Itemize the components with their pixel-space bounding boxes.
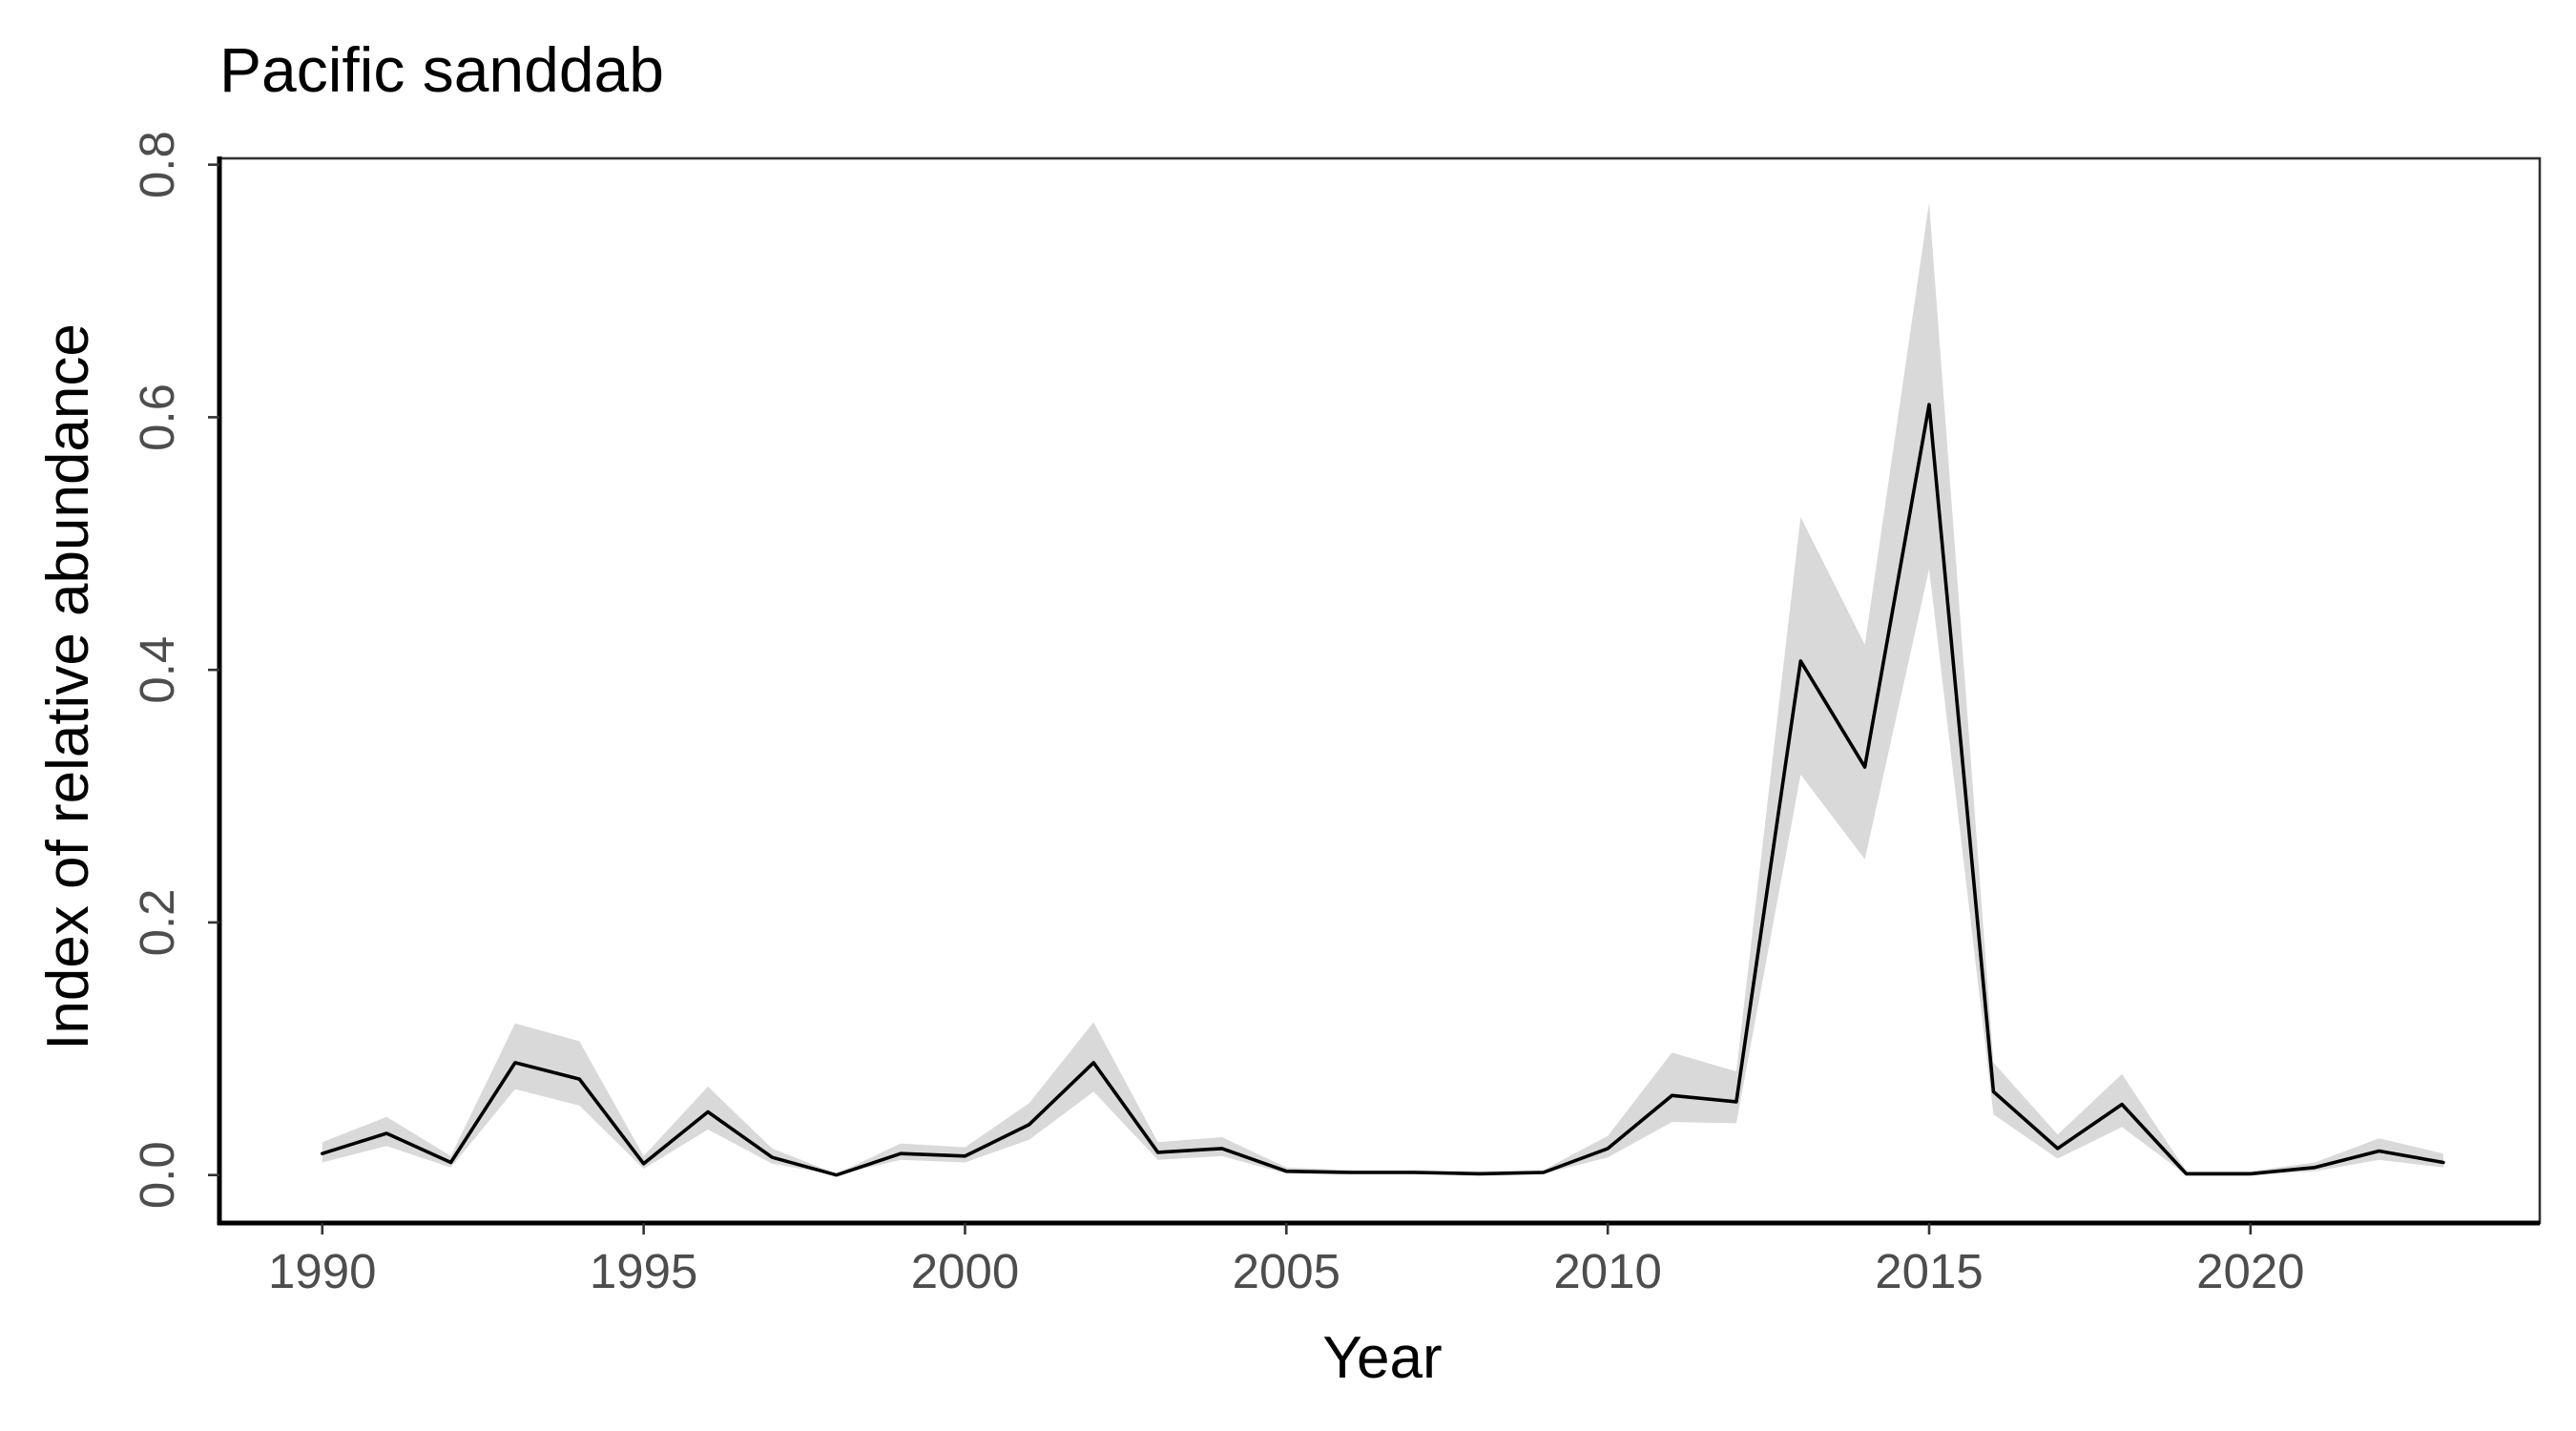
x-tick-label: 1995 xyxy=(590,1244,697,1298)
x-tick-label: 2000 xyxy=(911,1244,1019,1298)
y-tick-label: 0.4 xyxy=(130,636,184,704)
x-tick-label: 2010 xyxy=(1553,1244,1661,1298)
x-tick-label: 2005 xyxy=(1233,1244,1340,1298)
y-tick-label: 0.0 xyxy=(130,1141,184,1209)
y-axis-label: Index of relative abundance xyxy=(35,323,101,1050)
y-tick-label: 0.2 xyxy=(130,888,184,956)
x-tick-label: 2015 xyxy=(1875,1244,1983,1298)
x-tick-label: 1990 xyxy=(268,1244,376,1298)
y-tick-label: 0.8 xyxy=(130,131,184,198)
chart-title: Pacific sanddab xyxy=(219,34,664,105)
confidence-band xyxy=(322,202,2443,1175)
y-axis: 0.0 0.2 0.4 0.6 0.8 xyxy=(130,131,219,1209)
abundance-line xyxy=(320,403,2445,1177)
x-tick-label: 2020 xyxy=(2196,1244,2304,1298)
x-axis-label: Year xyxy=(1322,1325,1442,1391)
y-tick-label: 0.6 xyxy=(130,384,184,451)
x-axis: 1990 1995 2000 2005 2010 2015 2020 xyxy=(268,1223,2305,1298)
